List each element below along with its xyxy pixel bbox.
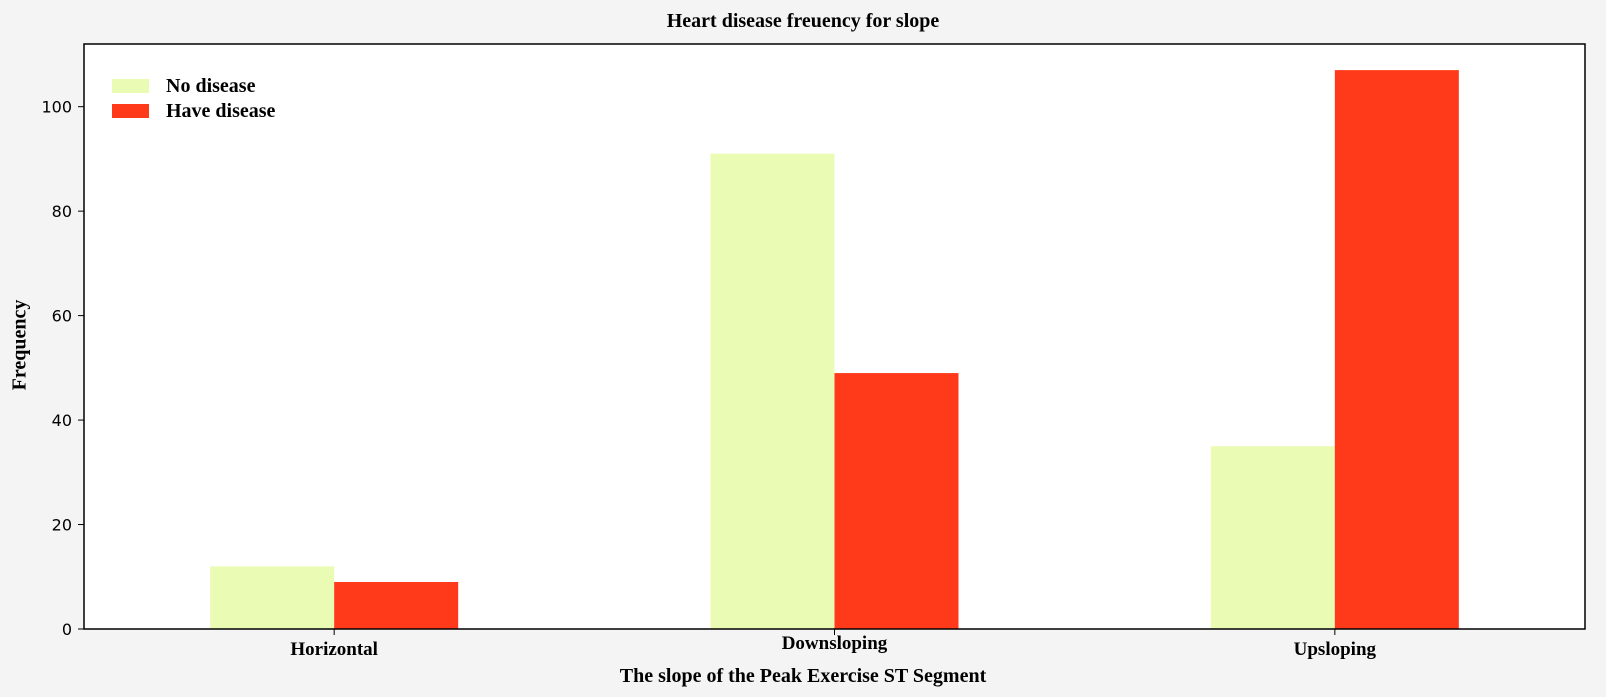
y-tick-label: 20 <box>52 516 72 535</box>
bar-no-disease-upsloping <box>1210 446 1335 629</box>
chart-title: Heart disease freuency for slope <box>666 10 940 32</box>
legend-swatch-have-disease <box>112 104 149 118</box>
bar-have-disease-horizontal <box>334 581 459 629</box>
x-tick-label: Upsloping <box>1294 639 1377 660</box>
legend-swatch-no-disease <box>112 79 149 93</box>
x-tick-label: Horizontal <box>290 639 378 660</box>
y-tick-label: 80 <box>52 202 72 221</box>
legend-label: No disease <box>166 75 256 97</box>
x-axis-label: The slope of the Peak Exercise ST Segmen… <box>619 665 987 687</box>
y-axis-label: Frequency <box>8 299 31 391</box>
x-tick-label: Downsloping <box>782 633 888 654</box>
bar-have-disease-upsloping <box>1334 70 1459 629</box>
y-tick-label: 60 <box>52 307 72 326</box>
legend-label: Have disease <box>166 100 276 122</box>
bar-no-disease-horizontal <box>210 566 335 629</box>
y-tick-label: 40 <box>52 411 72 430</box>
y-tick-label: 0 <box>62 620 72 639</box>
bar-no-disease-downsloping <box>710 153 835 629</box>
y-tick-label: 100 <box>41 98 72 117</box>
bar-have-disease-downsloping <box>834 373 959 629</box>
